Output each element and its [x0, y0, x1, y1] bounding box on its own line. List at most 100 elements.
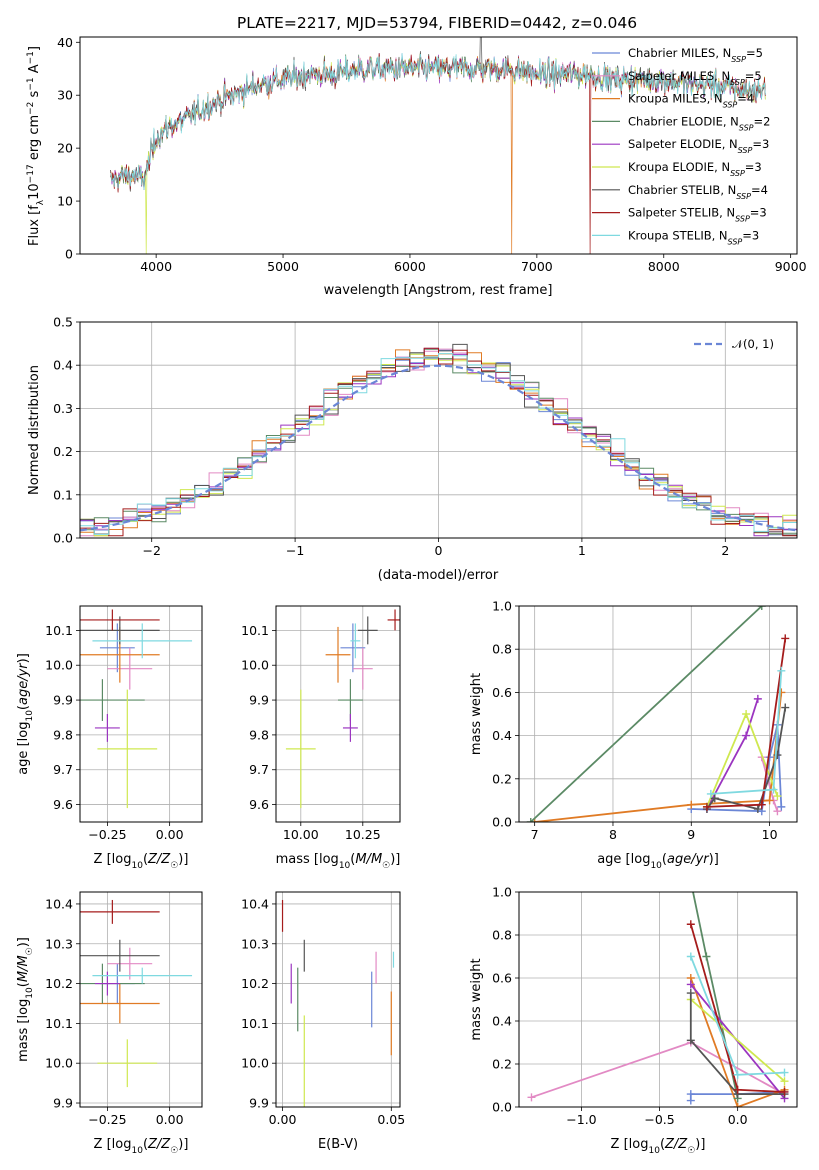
label-part: A [27, 64, 42, 77]
legend-nssp-prefix: , N [720, 183, 736, 197]
y-tick-label: 10.1 [45, 1016, 73, 1031]
y-tick-label: 10.0 [241, 1056, 269, 1071]
label-part: Z/Z [147, 1137, 171, 1152]
x-tick-label: 9000 [775, 259, 807, 274]
y-tick-label: 9.8 [249, 727, 269, 742]
y-tick-label: 0.2 [492, 1057, 512, 1072]
y-tick-label: 0.2 [492, 771, 512, 786]
label-part: )] [16, 653, 31, 663]
label-part: ☉ [170, 1146, 178, 1156]
legend-series-name: Chabrier STELIB [628, 183, 720, 197]
label-part: 10 [339, 861, 351, 871]
y-axis-label: Flux [fλ10−17 erg cm−2 s−1 A−1] [26, 46, 46, 246]
x-tick-label: 5000 [267, 259, 299, 274]
x-tick-label: 0.00 [156, 827, 184, 842]
series-marker [753, 805, 762, 814]
y-tick-label: 9.9 [53, 1096, 73, 1111]
x-tick-label: −0.25 [88, 827, 126, 842]
x-tick-label: −1.0 [566, 1112, 596, 1127]
plot-area [80, 899, 193, 1088]
x-axis-label: Z [log10(Z/Z☉)] [94, 1137, 189, 1156]
y-tick-label: 10.1 [241, 1016, 269, 1031]
y-tick-label: 9.8 [53, 727, 73, 742]
legend-nssp-prefix: , N [712, 228, 728, 242]
y-tick-label: 0.3 [53, 401, 73, 416]
y-tick-label: 0.8 [492, 642, 512, 657]
y-tick-label: 30 [57, 88, 73, 103]
axes-residuals: −2 −1 0 1 2 0.0 0.1 0.2 0.3 0.4 0.5 𝒩(0, 1) Normed d… [27, 315, 798, 583]
y-tick-label: 9.7 [53, 762, 73, 777]
y-tick-label: 1.0 [492, 599, 512, 614]
x-tick-label: 4000 [140, 259, 172, 274]
series-marker [777, 802, 786, 811]
x-axis-label: E(B-V) [318, 1137, 358, 1152]
series-marker [710, 794, 719, 803]
y-tick-label: 10.1 [45, 623, 73, 638]
y-tick-label: 0.4 [492, 1014, 512, 1029]
label-part: M/M [355, 852, 382, 867]
legend-nssp-sub: SSP [731, 55, 746, 64]
axes-frame [79, 891, 203, 1108]
label-part: 10 [650, 861, 662, 871]
x-tick-label: 6000 [394, 259, 426, 274]
legend-nssp-sub: SSP [730, 169, 745, 178]
label-part: Z [log [94, 1137, 132, 1152]
label-part: age [log [16, 722, 31, 775]
legend-nssp-value: =3 [742, 228, 759, 242]
axes-frame [79, 605, 203, 823]
legend-nssp-sub: SSP [723, 100, 738, 109]
x-tick-label: 7000 [521, 259, 553, 274]
x-axis-label: (data-model)/error [378, 568, 499, 583]
label-part: ( [143, 852, 148, 867]
y-axis-label: age [log10(age/yr)] [16, 653, 35, 775]
x-tick-label: 1 [578, 543, 586, 558]
y-tick-label: 20 [57, 141, 73, 156]
x-tick-label: −2 [142, 543, 160, 558]
series-marker [687, 800, 696, 809]
legend-series-name: Salpeter STELIB [628, 206, 719, 220]
y-tick-label: 10.2 [241, 976, 269, 991]
x-tick-label: 0.0 [728, 1112, 748, 1127]
x-tick-label: 0 [435, 543, 443, 558]
y-tick-label: 0.0 [492, 1100, 512, 1115]
x-axis-label: mass [log10(M/M☉)] [276, 852, 401, 871]
legend-series-name: Kroupa MILES [628, 92, 707, 106]
y-axis-label: Normed distribution [27, 365, 42, 495]
axes-mass_vs_ebv: 0.00 0.05 9.9 10.0 10.1 10.2 10.3 10.4 E(B-V) [241, 891, 405, 1152]
axes-mass_vs_Z: −0.25 0.009.910.010.110.210.310.4Z [log10… [16, 891, 203, 1156]
y-tick-label: 10.0 [45, 658, 73, 673]
axes-spectrum: 4000 5000 6000 7000 8000 9000 0 10 20 30 40 Flux [f… [26, 35, 807, 298]
label-part: Z/Z [664, 1137, 688, 1152]
label-part: ☉ [687, 1146, 695, 1156]
axes-frame [518, 605, 798, 823]
legend-entry: Chabrier STELIB, NSSP=4 [628, 183, 768, 201]
label-part: mass [log [276, 852, 339, 867]
series-marker [686, 952, 695, 961]
legend-entry: Chabrier MILES, NSSP=5 [628, 46, 763, 64]
legend-nssp-sub: SSP [738, 146, 753, 155]
plot-area [527, 892, 789, 1107]
label-part: −1 [26, 51, 36, 64]
label-part: s [27, 90, 42, 101]
legend-series-name: Chabrier MILES [628, 46, 715, 60]
series-line [531, 1041, 785, 1099]
x-tick-label: −1 [286, 543, 304, 558]
series-marker [773, 807, 782, 816]
legend-entry: Kroupa MILES, NSSP=4 [628, 92, 754, 110]
plot-area [110, 37, 766, 254]
legend-series-name: Chabrier ELODIE [628, 114, 723, 128]
y-tick-label: 9.6 [53, 797, 73, 812]
label-part: ] [27, 46, 42, 51]
series-line [689, 977, 785, 1107]
series-marker [773, 751, 782, 760]
series-marker [733, 1070, 742, 1079]
legend-series-name: Kroupa ELODIE [628, 160, 714, 174]
series-marker [769, 785, 778, 794]
normal-curve [80, 364, 797, 532]
legend-series-name: Kroupa STELIB [628, 228, 712, 242]
series-marker [733, 1103, 742, 1107]
label-part: ☉ [382, 861, 390, 871]
label-part: ( [143, 1137, 148, 1152]
series-line [534, 692, 783, 822]
